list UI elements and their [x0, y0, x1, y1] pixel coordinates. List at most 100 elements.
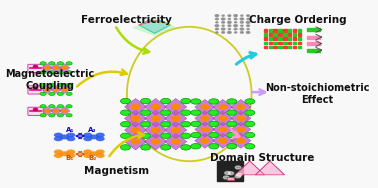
- Bar: [278, 42, 282, 44]
- Bar: [288, 29, 291, 32]
- Polygon shape: [144, 133, 167, 150]
- Circle shape: [66, 136, 75, 141]
- Polygon shape: [42, 107, 53, 115]
- Bar: [307, 36, 320, 39]
- Circle shape: [161, 145, 171, 150]
- Circle shape: [209, 132, 219, 138]
- Circle shape: [222, 22, 225, 23]
- Circle shape: [96, 133, 105, 137]
- Circle shape: [209, 110, 219, 115]
- Circle shape: [191, 110, 201, 115]
- Circle shape: [247, 15, 249, 16]
- Polygon shape: [59, 107, 70, 115]
- Circle shape: [49, 83, 55, 86]
- Circle shape: [191, 144, 201, 149]
- Text: A₁: A₁: [65, 127, 74, 133]
- Circle shape: [131, 105, 140, 109]
- Bar: [268, 29, 272, 32]
- Circle shape: [228, 18, 231, 20]
- Circle shape: [45, 88, 50, 91]
- Bar: [283, 42, 287, 44]
- Circle shape: [234, 25, 237, 27]
- Bar: [217, 161, 243, 181]
- Circle shape: [228, 29, 231, 30]
- Bar: [293, 33, 296, 36]
- Circle shape: [57, 83, 64, 86]
- Circle shape: [57, 71, 64, 74]
- Polygon shape: [50, 85, 62, 93]
- Polygon shape: [195, 99, 215, 115]
- Bar: [297, 29, 301, 32]
- Circle shape: [40, 114, 46, 117]
- Circle shape: [201, 127, 209, 132]
- Bar: [278, 29, 282, 32]
- Circle shape: [83, 136, 92, 141]
- Circle shape: [66, 149, 75, 154]
- Circle shape: [225, 171, 230, 174]
- Bar: [293, 29, 296, 32]
- Polygon shape: [144, 122, 167, 138]
- Polygon shape: [59, 85, 70, 93]
- FancyBboxPatch shape: [28, 86, 44, 94]
- Polygon shape: [235, 161, 264, 175]
- Circle shape: [246, 21, 250, 23]
- Bar: [288, 37, 291, 40]
- Circle shape: [237, 139, 245, 143]
- Bar: [283, 37, 287, 40]
- Polygon shape: [231, 111, 251, 126]
- Bar: [278, 33, 282, 36]
- Polygon shape: [139, 21, 170, 33]
- Bar: [273, 42, 277, 44]
- Circle shape: [201, 105, 209, 109]
- Circle shape: [240, 18, 243, 20]
- Circle shape: [45, 67, 50, 69]
- Circle shape: [240, 28, 243, 30]
- Circle shape: [66, 133, 75, 137]
- Bar: [268, 37, 272, 40]
- Circle shape: [83, 133, 92, 137]
- Circle shape: [54, 88, 58, 91]
- Circle shape: [62, 109, 67, 112]
- Circle shape: [141, 110, 150, 115]
- FancyBboxPatch shape: [28, 107, 44, 115]
- Circle shape: [228, 25, 231, 27]
- Bar: [268, 46, 272, 49]
- Circle shape: [161, 98, 171, 104]
- Circle shape: [234, 28, 237, 30]
- Circle shape: [234, 18, 237, 20]
- Circle shape: [60, 134, 69, 139]
- Circle shape: [172, 128, 180, 132]
- Circle shape: [49, 71, 55, 74]
- Circle shape: [49, 114, 55, 117]
- Circle shape: [40, 71, 46, 74]
- Polygon shape: [50, 107, 62, 115]
- Text: Magnetoelectric
Coupling: Magnetoelectric Coupling: [5, 69, 94, 91]
- Circle shape: [245, 132, 255, 138]
- Circle shape: [215, 28, 218, 30]
- Circle shape: [121, 98, 130, 104]
- Bar: [297, 37, 301, 40]
- Text: B₂: B₂: [88, 155, 96, 161]
- Circle shape: [172, 139, 180, 144]
- Circle shape: [191, 121, 201, 127]
- Circle shape: [62, 67, 67, 69]
- Bar: [283, 29, 287, 32]
- Circle shape: [245, 110, 255, 115]
- Text: Magnetism: Magnetism: [84, 166, 149, 177]
- FancyBboxPatch shape: [28, 64, 44, 73]
- Circle shape: [66, 92, 72, 96]
- Circle shape: [66, 105, 72, 108]
- Circle shape: [241, 25, 243, 26]
- Text: Ferroelectricity: Ferroelectricity: [82, 15, 172, 25]
- Circle shape: [66, 71, 72, 74]
- Polygon shape: [165, 110, 187, 127]
- Circle shape: [161, 121, 171, 127]
- Polygon shape: [124, 122, 147, 138]
- Polygon shape: [42, 64, 53, 72]
- Circle shape: [181, 133, 191, 139]
- Circle shape: [216, 32, 218, 33]
- Circle shape: [222, 18, 225, 20]
- Circle shape: [209, 144, 219, 149]
- Circle shape: [227, 132, 237, 138]
- Circle shape: [66, 153, 75, 158]
